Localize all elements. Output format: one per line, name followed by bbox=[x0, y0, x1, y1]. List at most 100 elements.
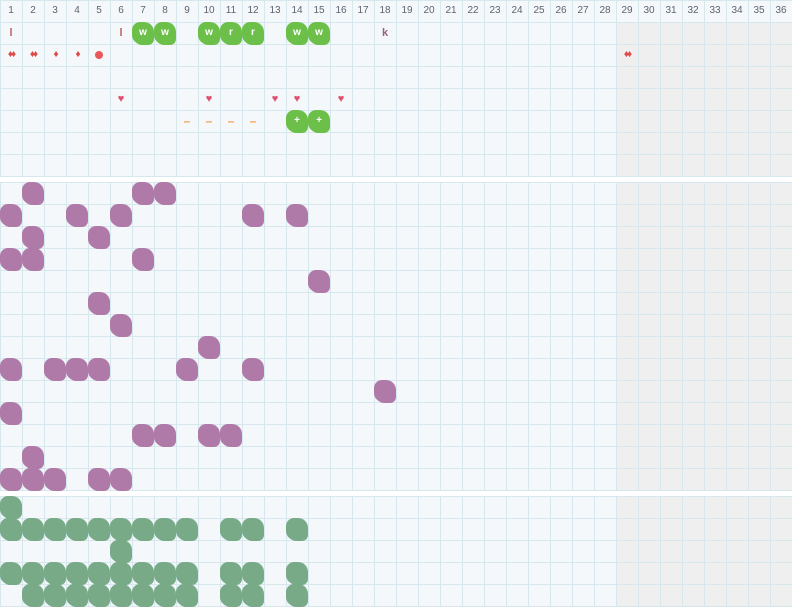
teal-block[interactable] bbox=[154, 562, 176, 584]
drop-icon[interactable]: ♦♦ bbox=[7, 49, 16, 60]
column-header-22[interactable]: 22 bbox=[467, 5, 479, 16]
column-header-14[interactable]: 14 bbox=[291, 5, 303, 16]
teal-block[interactable] bbox=[176, 562, 198, 584]
column-header-5[interactable]: 5 bbox=[96, 5, 102, 16]
purple-block[interactable] bbox=[0, 358, 22, 380]
purple-block[interactable] bbox=[198, 336, 220, 358]
teal-block[interactable] bbox=[0, 496, 22, 518]
column-header-29[interactable]: 29 bbox=[621, 5, 633, 16]
column-header-21[interactable]: 21 bbox=[445, 5, 457, 16]
column-header-34[interactable]: 34 bbox=[731, 5, 743, 16]
letter-marker[interactable]: k bbox=[381, 27, 389, 39]
teal-block[interactable] bbox=[110, 518, 132, 540]
column-header-8[interactable]: 8 bbox=[162, 5, 168, 16]
column-header-1[interactable]: 1 bbox=[8, 5, 14, 16]
teal-block[interactable] bbox=[66, 584, 88, 606]
purple-block[interactable] bbox=[88, 292, 110, 314]
column-header-36[interactable]: 36 bbox=[775, 5, 787, 16]
purple-block[interactable] bbox=[0, 402, 22, 424]
purple-block[interactable] bbox=[22, 248, 44, 270]
purple-block[interactable] bbox=[44, 468, 66, 490]
column-header-10[interactable]: 10 bbox=[203, 5, 215, 16]
teal-block[interactable] bbox=[44, 562, 66, 584]
column-header-20[interactable]: 20 bbox=[423, 5, 435, 16]
teal-block[interactable] bbox=[286, 518, 308, 540]
heart-icon[interactable]: ♥ bbox=[337, 93, 345, 105]
teal-block[interactable] bbox=[44, 584, 66, 606]
green-block[interactable]: w bbox=[308, 22, 330, 44]
dash-marker[interactable]: – bbox=[249, 114, 257, 128]
teal-block[interactable] bbox=[110, 540, 132, 562]
purple-block[interactable] bbox=[132, 248, 154, 270]
green-block[interactable]: + bbox=[286, 110, 308, 132]
green-block[interactable]: + bbox=[308, 110, 330, 132]
column-header-33[interactable]: 33 bbox=[709, 5, 721, 16]
teal-block[interactable] bbox=[22, 562, 44, 584]
dot-marker[interactable] bbox=[88, 44, 110, 66]
teal-block[interactable] bbox=[242, 584, 264, 606]
purple-block[interactable] bbox=[132, 424, 154, 446]
column-header-28[interactable]: 28 bbox=[599, 5, 611, 16]
purple-block[interactable] bbox=[154, 424, 176, 446]
purple-block[interactable] bbox=[110, 314, 132, 336]
column-header-17[interactable]: 17 bbox=[357, 5, 369, 16]
teal-block[interactable] bbox=[22, 584, 44, 606]
teal-block[interactable] bbox=[176, 584, 198, 606]
teal-block[interactable] bbox=[286, 562, 308, 584]
purple-block[interactable] bbox=[22, 468, 44, 490]
teal-block[interactable] bbox=[88, 562, 110, 584]
teal-block[interactable] bbox=[0, 518, 22, 540]
green-block[interactable]: w bbox=[198, 22, 220, 44]
teal-block[interactable] bbox=[110, 584, 132, 606]
column-header-16[interactable]: 16 bbox=[335, 5, 347, 16]
column-header-3[interactable]: 3 bbox=[52, 5, 58, 16]
column-header-9[interactable]: 9 bbox=[184, 5, 190, 16]
purple-block[interactable] bbox=[176, 358, 198, 380]
column-header-35[interactable]: 35 bbox=[753, 5, 765, 16]
column-header-27[interactable]: 27 bbox=[577, 5, 589, 16]
teal-block[interactable] bbox=[286, 584, 308, 606]
purple-block[interactable] bbox=[66, 358, 88, 380]
letter-marker[interactable]: l bbox=[9, 27, 13, 39]
column-header-11[interactable]: 11 bbox=[225, 5, 237, 16]
column-header-13[interactable]: 13 bbox=[269, 5, 281, 16]
purple-block[interactable] bbox=[242, 204, 264, 226]
drop-icon[interactable]: ♦♦ bbox=[29, 49, 38, 60]
heart-icon[interactable]: ♥ bbox=[117, 93, 125, 105]
teal-block[interactable] bbox=[66, 562, 88, 584]
green-block[interactable]: r bbox=[242, 22, 264, 44]
purple-block[interactable] bbox=[198, 424, 220, 446]
column-header-7[interactable]: 7 bbox=[140, 5, 146, 16]
teal-block[interactable] bbox=[88, 518, 110, 540]
letter-marker[interactable]: l bbox=[119, 27, 123, 39]
teal-block[interactable] bbox=[22, 518, 44, 540]
column-header-23[interactable]: 23 bbox=[489, 5, 501, 16]
teal-block[interactable] bbox=[132, 518, 154, 540]
purple-block[interactable] bbox=[154, 182, 176, 204]
dash-marker[interactable]: – bbox=[227, 114, 235, 128]
purple-block[interactable] bbox=[220, 424, 242, 446]
teal-block[interactable] bbox=[220, 518, 242, 540]
purple-block[interactable] bbox=[110, 468, 132, 490]
teal-block[interactable] bbox=[66, 518, 88, 540]
teal-block[interactable] bbox=[242, 562, 264, 584]
teal-block[interactable] bbox=[154, 518, 176, 540]
heart-icon[interactable]: ♥ bbox=[293, 93, 301, 105]
drop-icon[interactable]: ♦ bbox=[75, 49, 80, 60]
purple-block[interactable] bbox=[242, 358, 264, 380]
teal-block[interactable] bbox=[88, 584, 110, 606]
green-block[interactable]: w bbox=[132, 22, 154, 44]
drop-icon[interactable]: ♦ bbox=[53, 49, 58, 60]
purple-block[interactable] bbox=[308, 270, 330, 292]
purple-block[interactable] bbox=[132, 182, 154, 204]
purple-block[interactable] bbox=[44, 358, 66, 380]
column-header-30[interactable]: 30 bbox=[643, 5, 655, 16]
green-block[interactable]: r bbox=[220, 22, 242, 44]
column-header-26[interactable]: 26 bbox=[555, 5, 567, 16]
dash-marker[interactable]: – bbox=[183, 114, 191, 128]
column-header-24[interactable]: 24 bbox=[511, 5, 523, 16]
teal-block[interactable] bbox=[176, 518, 198, 540]
purple-block[interactable] bbox=[0, 248, 22, 270]
column-header-18[interactable]: 18 bbox=[379, 5, 391, 16]
purple-block[interactable] bbox=[88, 226, 110, 248]
